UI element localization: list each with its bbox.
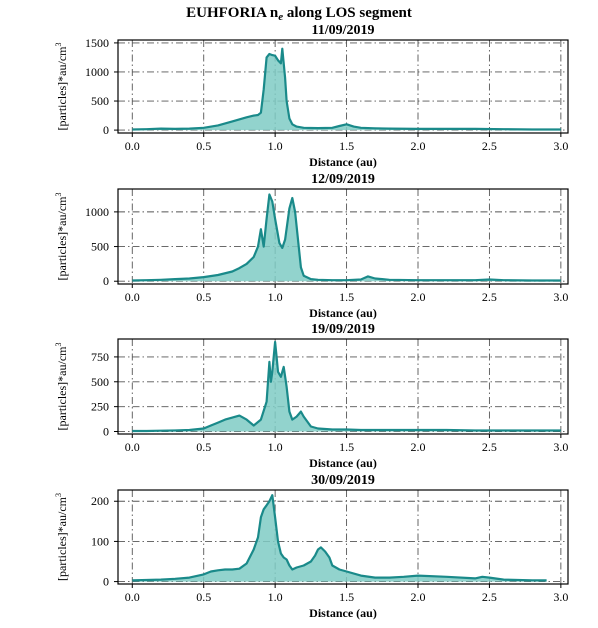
y-axis-label-main: [particles]*au/cm <box>55 496 69 581</box>
x-axis-label: Distance (au) <box>309 606 377 620</box>
y-tick-label: 0 <box>103 274 109 288</box>
x-tick-label: 0.0 <box>125 440 140 454</box>
x-tick-label: 0.0 <box>125 590 140 604</box>
x-tick-label: 3.0 <box>553 440 568 454</box>
y-axis-label-superscript: 3 <box>54 493 63 497</box>
axes-frame <box>117 489 569 585</box>
panel-title: 11/09/2019 <box>311 23 374 38</box>
chart-panel-1: 0.0 0.5 1.0 1.5 2.0 2.5 3.0 0 500 1000 1500 11/09/2… <box>54 23 569 169</box>
series-line <box>132 47 561 131</box>
x-tick-label: 2.0 <box>411 590 426 604</box>
chart-panel-2: 0.0 0.5 1.0 1.5 2.0 2.5 3.0 0 500 1000 12/09/2019 D… <box>54 172 569 320</box>
y-tick-label: 0 <box>103 575 109 589</box>
figure-title-subscript: e <box>278 11 283 23</box>
y-axis-label: [particles]*au/cm3 <box>54 193 69 281</box>
y-axis-label: [particles]*au/cm3 <box>54 43 69 131</box>
chart-panel-4: 0.0 0.5 1.0 1.5 2.0 2.5 3.0 0 100 200 30/09/2019 Di… <box>54 473 569 620</box>
x-tick-label: 3.0 <box>553 290 568 304</box>
y-axis-label-main: [particles]*au/cm <box>55 46 69 131</box>
x-tick-label: 0.5 <box>196 139 211 153</box>
x-tick-label: 1.5 <box>339 590 354 604</box>
y-axis-label: [particles]*au/cm3 <box>54 493 69 581</box>
x-tick-label: 1.5 <box>339 290 354 304</box>
x-tick-label: 2.5 <box>482 590 497 604</box>
series-line <box>132 340 561 433</box>
figure-title: EUHFORIA ne along LOS segment <box>186 5 412 23</box>
x-tick-label: 1.0 <box>268 590 283 604</box>
axes-frame <box>117 188 569 285</box>
y-tick-label: 1500 <box>85 36 109 50</box>
x-tick-label: 2.0 <box>411 290 426 304</box>
y-axis-label-superscript: 3 <box>54 343 63 347</box>
x-axis-label: Distance (au) <box>309 306 377 320</box>
x-tick-label: 0.5 <box>196 440 211 454</box>
chart-panels: 0.0 0.5 1.0 1.5 2.0 2.5 3.005001000150011/09/2… <box>54 23 569 620</box>
y-tick-label: 500 <box>91 375 109 389</box>
x-tick-label: 0.0 <box>125 139 140 153</box>
series-line <box>132 494 547 582</box>
x-tick-label: 1.5 <box>339 440 354 454</box>
x-tick-label: 2.0 <box>411 440 426 454</box>
panel-title: 12/09/2019 <box>311 172 375 187</box>
x-tick-label: 0.5 <box>196 590 211 604</box>
panel-title: 30/09/2019 <box>311 473 375 488</box>
x-tick-label: 3.0 <box>553 139 568 153</box>
y-tick-label: 750 <box>91 350 109 364</box>
x-tick-label: 2.5 <box>482 139 497 153</box>
y-tick-label: 100 <box>91 534 109 548</box>
x-tick-label: 1.5 <box>339 139 354 153</box>
x-tick-label: 2.5 <box>482 440 497 454</box>
y-axis-label-main: [particles]*au/cm <box>55 346 69 431</box>
y-tick-label: 500 <box>91 240 109 254</box>
y-tick-label: 1000 <box>85 205 109 219</box>
chart-panel-3: 0.0 0.5 1.0 1.5 2.0 2.5 3.0 0 250 500 750 19/09/201… <box>54 322 569 470</box>
x-tick-label: 0.5 <box>196 290 211 304</box>
y-axis-label-superscript: 3 <box>54 193 63 197</box>
y-axis-label-main: [particles]*au/cm <box>55 196 69 281</box>
axes-frame <box>117 338 569 435</box>
y-tick-label: 0 <box>103 123 109 137</box>
x-tick-label: 1.0 <box>268 139 283 153</box>
x-tick-label: 1.0 <box>268 440 283 454</box>
x-tick-label: 1.0 <box>268 290 283 304</box>
figure-title-rest: along LOS segment <box>283 5 412 21</box>
x-axis-label: Distance (au) <box>309 155 377 169</box>
x-tick-label: 2.5 <box>482 290 497 304</box>
y-axis-label-superscript: 3 <box>54 43 63 47</box>
y-axis-label: [particles]*au/cm3 <box>54 343 69 431</box>
x-tick-label: 0.0 <box>125 290 140 304</box>
panel-title: 19/09/2019 <box>311 322 375 337</box>
series-line <box>132 193 561 282</box>
x-axis-label: Distance (au) <box>309 456 377 470</box>
y-tick-label: 1000 <box>85 65 109 79</box>
y-tick-label: 500 <box>91 94 109 108</box>
y-tick-label: 200 <box>91 494 109 508</box>
x-tick-label: 2.0 <box>411 139 426 153</box>
figure-title-main: EUHFORIA n <box>186 5 279 21</box>
y-tick-label: 250 <box>91 400 109 414</box>
axes-frame <box>117 39 569 134</box>
x-tick-label: 3.0 <box>553 590 568 604</box>
y-tick-label: 0 <box>103 425 109 439</box>
